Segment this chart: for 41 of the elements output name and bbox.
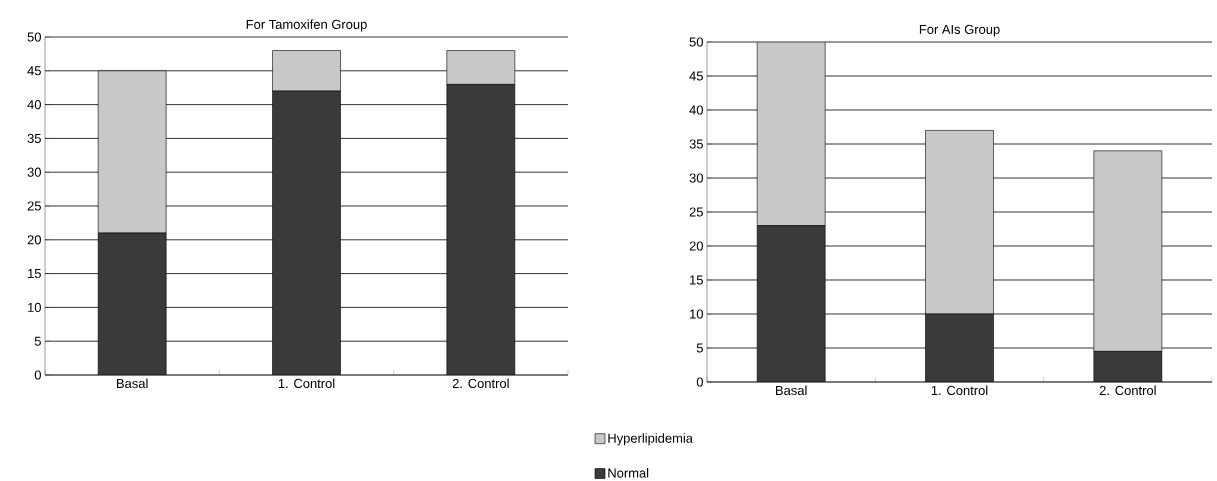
chart-title: For AIs Group xyxy=(919,24,1000,37)
y-tick-label: 10 xyxy=(690,309,703,319)
legend-label: Normal xyxy=(608,468,649,478)
bar xyxy=(757,225,826,382)
y-tick-label: 10 xyxy=(28,302,41,312)
y-tick-label: 50 xyxy=(689,37,703,47)
y-tick-label: 5 xyxy=(696,343,703,353)
bar xyxy=(272,91,341,375)
y-tick-label: 25 xyxy=(27,201,41,211)
legend-label: Hyperlipidemia xyxy=(608,433,693,446)
x-tick-label: 1. Control xyxy=(278,378,335,389)
y-tick-label: 45 xyxy=(27,66,41,76)
bar xyxy=(446,84,516,375)
y-tick-label: 0 xyxy=(696,377,703,387)
y-tick-label: 50 xyxy=(27,32,41,42)
bar xyxy=(756,42,826,226)
y-tick-label: 25 xyxy=(689,207,703,217)
x-tick-label: Basal xyxy=(776,385,807,396)
y-tick-label: 0 xyxy=(34,370,41,380)
bar xyxy=(98,233,167,375)
x-tick-label: 2. Control xyxy=(452,378,509,389)
y-tick-label: 30 xyxy=(689,173,703,183)
y-tick-label: 20 xyxy=(27,235,41,245)
y-tick-label: 45 xyxy=(689,71,703,81)
x-tick-label: 1. Control xyxy=(931,385,988,396)
y-tick-label: 15 xyxy=(28,269,41,279)
chart-title: For Tamoxifen Group xyxy=(246,19,367,32)
bar xyxy=(925,130,994,315)
y-tick-label: 35 xyxy=(27,133,41,143)
y-tick-label: 40 xyxy=(27,100,41,110)
y-tick-label: 30 xyxy=(27,167,41,177)
y-tick-label: 40 xyxy=(689,105,703,115)
y-tick-label: 35 xyxy=(689,139,703,149)
y-tick-label: 5 xyxy=(34,336,41,346)
y-tick-label: 20 xyxy=(689,241,703,251)
y-tick-label: 15 xyxy=(690,275,703,285)
bar xyxy=(1093,150,1163,352)
bar xyxy=(925,314,994,382)
bar xyxy=(1093,351,1163,382)
x-tick-label: Basal xyxy=(117,378,148,389)
x-tick-label: 2. Control xyxy=(1099,385,1156,396)
